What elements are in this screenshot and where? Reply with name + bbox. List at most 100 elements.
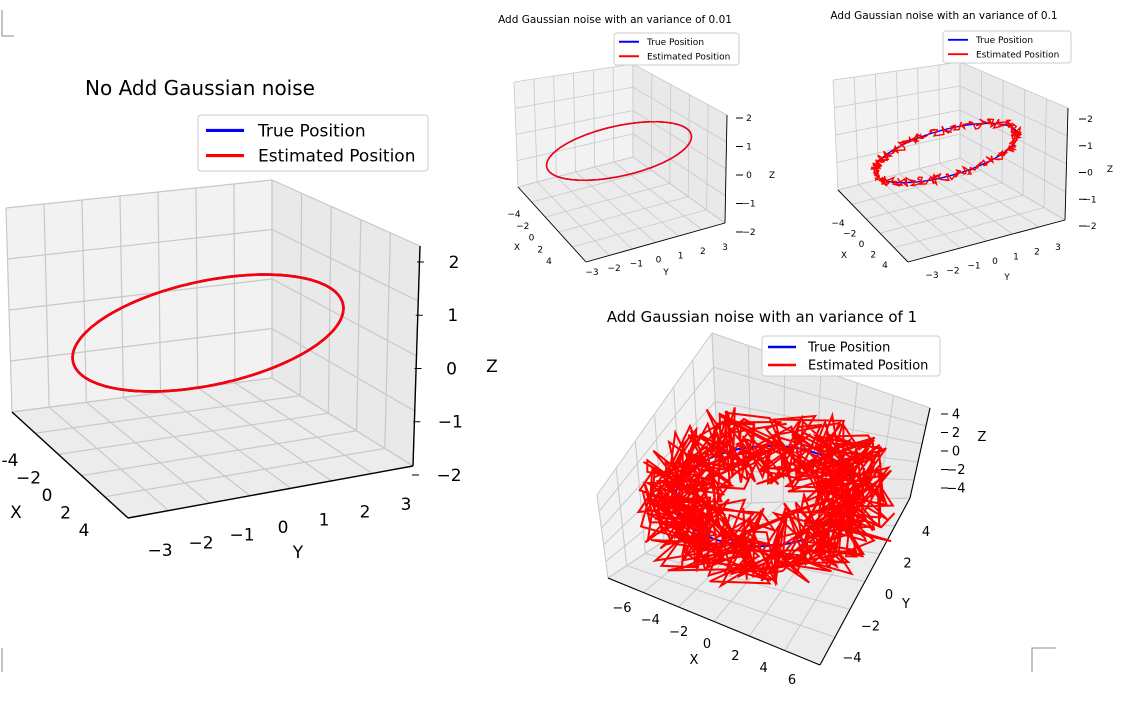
- y-tick-label: 1: [678, 251, 684, 261]
- z-tick-label: 1: [447, 306, 458, 326]
- y-tick-label: 0: [885, 588, 893, 603]
- x-tick-label: −2: [516, 222, 529, 232]
- legend-estimated-label: Estimated Position: [647, 52, 730, 62]
- x-tick-label: 4: [760, 661, 768, 676]
- y-tick-label: 1: [319, 510, 330, 530]
- legend-true-label: True Position: [975, 36, 1033, 46]
- z-tick-label: 0: [446, 359, 457, 379]
- z-tick-label: −1: [438, 413, 463, 433]
- y-tick-label: −2: [608, 264, 621, 274]
- x-axis-label: X: [10, 503, 22, 523]
- y-tick-label: 3: [401, 495, 412, 515]
- legend-true-label: True Position: [807, 341, 890, 356]
- z-axis-label: Z: [1107, 165, 1113, 175]
- y-tick-label: −1: [630, 260, 643, 270]
- y-tick-label: 3: [722, 243, 728, 253]
- chart-variance-1: 4 2 0 −2 −4 4 2 0 −2 −4 −6 −4 −2 0 2 4 6 X Y Z Add Gaussian …: [597, 308, 987, 688]
- z-tick-label: 2: [952, 426, 960, 441]
- x-tick-label: 4: [546, 257, 552, 267]
- legend: True Position Estimated Position: [943, 31, 1071, 63]
- y-tick-label: 1: [1013, 252, 1019, 262]
- legend: True Position Estimated Position: [198, 115, 428, 171]
- y-tick-label: 3: [1055, 243, 1061, 253]
- x-tick-label: −2: [669, 625, 688, 640]
- x-axis-label: X: [514, 243, 520, 253]
- legend-true-label: True Position: [257, 122, 366, 142]
- z-tick-label: 0: [746, 171, 752, 181]
- legend: True Position Estimated Position: [614, 33, 739, 65]
- legend-estimated-label: Estimated Position: [258, 147, 415, 167]
- y-tick-label: 2: [1034, 248, 1040, 258]
- y-tick-label: −2: [188, 533, 213, 553]
- z-axis-label: Z: [978, 430, 987, 445]
- y-tick-label: −2: [861, 620, 880, 635]
- z-tick-label: −1: [1083, 195, 1096, 205]
- z-tick-label: 1: [1087, 142, 1093, 152]
- y-tick-label: −2: [946, 266, 959, 276]
- x-tick-label: −4: [641, 613, 660, 628]
- y-tick-label: −4: [842, 651, 861, 666]
- x-tick-label: −4: [507, 210, 521, 220]
- y-tick-label: 2: [360, 503, 371, 523]
- chart-title: Add Gaussian noise with an variance of 1: [607, 308, 917, 326]
- y-tick-label: −1: [229, 526, 254, 546]
- y-tick-label: −3: [585, 268, 598, 278]
- chart-title: Add Gaussian noise with an variance of 0…: [830, 10, 1057, 22]
- x-tick-label: 6: [788, 673, 796, 688]
- y-tick-label: 0: [656, 256, 662, 266]
- legend-true-label: True Position: [646, 38, 704, 48]
- y-tick-label: −3: [147, 541, 172, 561]
- x-tick-label: −6: [612, 601, 631, 616]
- x-tick-label: −2: [843, 230, 856, 240]
- y-tick-label: 4: [922, 525, 930, 540]
- y-axis-label: Y: [292, 543, 304, 563]
- y-tick-label: −1: [967, 262, 980, 272]
- y-tick-label: −3: [925, 271, 938, 281]
- x-tick-label: 2: [60, 504, 71, 524]
- chart-title: Add Gaussian noise with an variance of 0…: [498, 14, 732, 26]
- y-axis-label: Y: [901, 597, 910, 612]
- z-axis-label: Z: [486, 357, 498, 377]
- z-axis-label: Z: [769, 171, 775, 181]
- z-tick-label: −4: [946, 482, 965, 497]
- z-tick-label: 2: [1087, 115, 1093, 125]
- z-tick-label: 2: [449, 253, 460, 273]
- x-tick-label: 2: [870, 251, 876, 261]
- y-tick-label: 2: [903, 557, 911, 572]
- x-axis-label: X: [841, 251, 847, 261]
- y-tick-label: 2: [700, 247, 706, 257]
- y-axis-label: Y: [662, 268, 669, 278]
- legend-estimated-label: Estimated Position: [808, 359, 928, 374]
- x-tick-label: 0: [859, 240, 865, 250]
- x-tick-label: 0: [529, 234, 535, 244]
- z-tick-label: −2: [436, 466, 461, 486]
- x-tick-label: 2: [731, 649, 739, 664]
- y-axis-label: Y: [1003, 273, 1010, 283]
- z-tick-label: 2: [746, 114, 752, 124]
- x-tick-label: −2: [16, 469, 41, 489]
- z-tick-label: 1: [746, 143, 752, 153]
- y-tick-label: 0: [992, 257, 998, 267]
- z-tick-label: −1: [742, 200, 755, 210]
- x-tick-label: 4: [882, 261, 888, 271]
- z-tick-label: −2: [742, 228, 755, 238]
- x-tick-label: 2: [537, 245, 543, 255]
- x-tick-label: 0: [703, 637, 711, 652]
- chart-title: No Add Gaussian noise: [85, 76, 315, 100]
- x-axis-label: X: [690, 653, 699, 668]
- legend-estimated-label: Estimated Position: [976, 50, 1059, 60]
- z-tick-label: 0: [1087, 169, 1093, 179]
- x-tick-label: 0: [42, 486, 53, 506]
- z-tick-label: −2: [946, 463, 965, 478]
- x-tick-label: −4: [831, 219, 845, 229]
- z-tick-label: −2: [1083, 222, 1096, 232]
- z-tick-label: 0: [952, 445, 960, 460]
- x-tick-label: 4: [79, 521, 90, 541]
- y-tick-label: 0: [278, 518, 289, 538]
- legend: True Position Estimated Position: [762, 336, 940, 376]
- z-tick-label: 4: [952, 408, 960, 423]
